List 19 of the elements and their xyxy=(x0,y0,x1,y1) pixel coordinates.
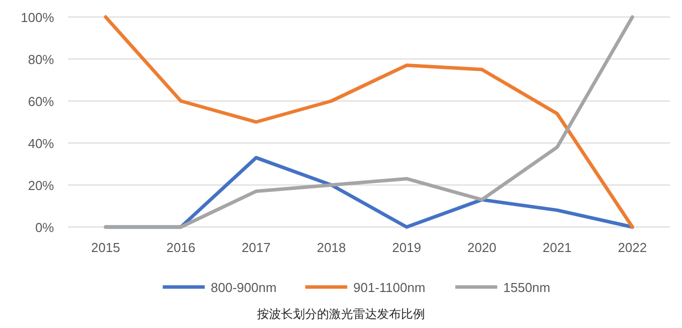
x-tick-label: 2017 xyxy=(242,240,271,255)
y-tick-label: 20% xyxy=(28,178,54,193)
y-tick-label: 80% xyxy=(28,52,54,67)
legend-label: 901-1100nm xyxy=(353,280,426,295)
text: 按波长划分的激光雷达发布比例 xyxy=(257,307,425,321)
legend-label: 800-900nm xyxy=(210,280,277,295)
x-tick-label: 2015 xyxy=(91,240,120,255)
x-tick-label: 2020 xyxy=(467,240,496,255)
y-tick-label: 40% xyxy=(28,136,54,151)
y-tick-label: 0% xyxy=(35,220,54,235)
y-tick-label: 100% xyxy=(20,10,54,25)
x-tick-label: 2016 xyxy=(166,240,196,255)
line-series xyxy=(104,15,634,229)
legend-label: 1550nm xyxy=(503,280,550,295)
y-tick-label: 60% xyxy=(28,94,54,109)
x-tick-label: 2018 xyxy=(316,240,346,255)
x-tick-label: 2019 xyxy=(392,240,422,255)
x-tick-label: 2021 xyxy=(542,240,572,255)
x-tick-label: 2022 xyxy=(618,240,647,255)
